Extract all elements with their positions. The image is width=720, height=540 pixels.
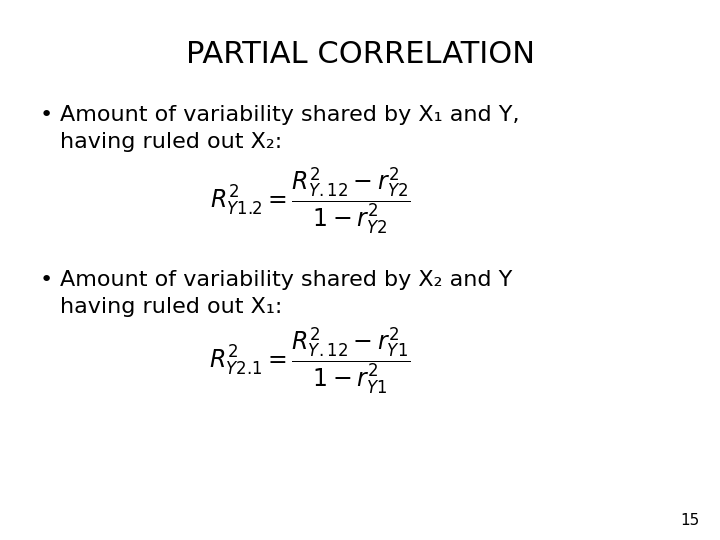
Text: 15: 15: [680, 513, 700, 528]
Text: $R^2_{Y1.2} = \dfrac{R^2_{Y.12} - r^2_{Y2}}{1 - r^2_{Y2}}$: $R^2_{Y1.2} = \dfrac{R^2_{Y.12} - r^2_{Y…: [210, 165, 410, 236]
Text: Amount of variability shared by X₁ and Y,: Amount of variability shared by X₁ and Y…: [60, 105, 520, 125]
Text: Amount of variability shared by X₂ and Y: Amount of variability shared by X₂ and Y: [60, 270, 513, 290]
Text: •: •: [40, 105, 53, 125]
Text: $R^2_{Y2.1} = \dfrac{R^2_{Y.12} - r^2_{Y1}}{1 - r^2_{Y1}}$: $R^2_{Y2.1} = \dfrac{R^2_{Y.12} - r^2_{Y…: [210, 325, 410, 396]
Text: having ruled out X₁:: having ruled out X₁:: [60, 297, 282, 317]
Text: •: •: [40, 270, 53, 290]
Text: having ruled out X₂:: having ruled out X₂:: [60, 132, 282, 152]
Text: PARTIAL CORRELATION: PARTIAL CORRELATION: [186, 40, 534, 69]
